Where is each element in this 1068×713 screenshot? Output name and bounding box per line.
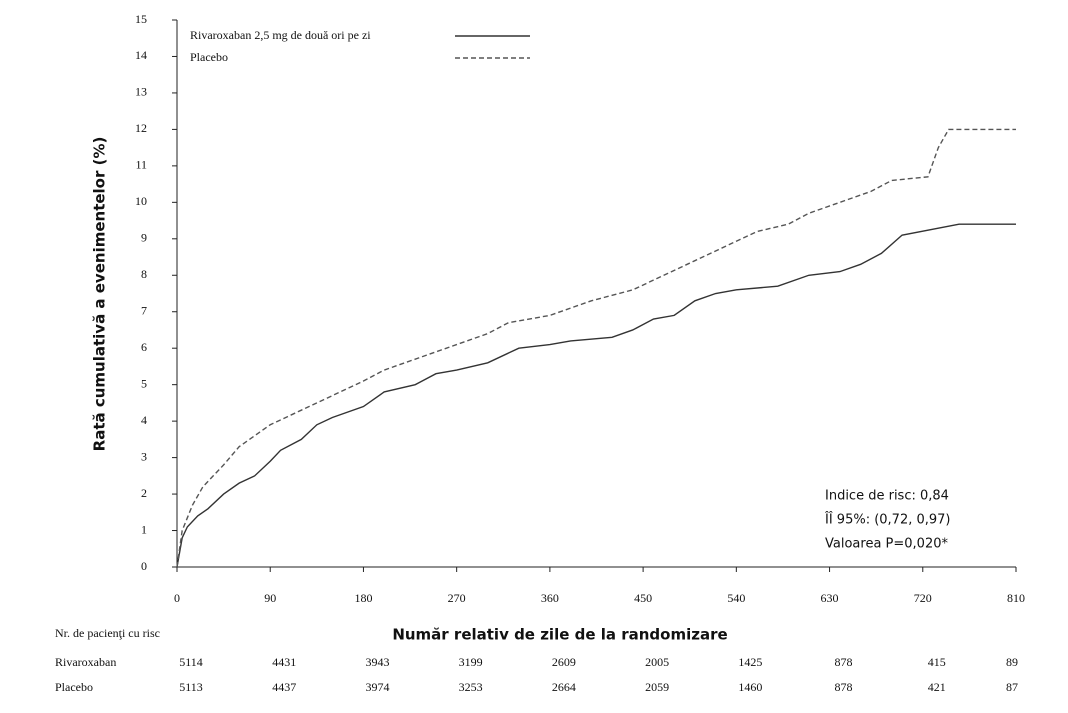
legend-label: Placebo (190, 50, 228, 64)
annotation: ÎÎ 95%: (0,72, 0,97) (824, 512, 951, 528)
risk-count: 5114 (179, 655, 203, 669)
x-tick-label: 630 (821, 591, 839, 605)
y-tick-label: 0 (141, 559, 147, 573)
y-tick-label: 1 (141, 522, 147, 536)
x-tick-label: 450 (634, 591, 652, 605)
y-tick-label: 15 (135, 12, 147, 26)
annotation: Valoarea P=0,020* (825, 537, 948, 552)
risk-count: 4431 (272, 655, 296, 669)
y-tick-label: 13 (135, 85, 147, 99)
risk-count: 1460 (738, 680, 762, 694)
x-tick-label: 90 (264, 591, 276, 605)
x-tick-label: 720 (914, 591, 932, 605)
y-tick-label: 8 (141, 267, 147, 281)
risk-count: 3974 (365, 680, 389, 694)
y-tick-label: 14 (135, 48, 147, 62)
risk-count: 878 (835, 680, 853, 694)
x-tick-label: 270 (448, 591, 466, 605)
risk-count: 2005 (645, 655, 669, 669)
x-tick-label: 0 (174, 591, 180, 605)
y-tick-label: 10 (135, 194, 147, 208)
annotation: Indice de risc: 0,84 (825, 489, 949, 504)
risk-count: 3199 (459, 655, 483, 669)
series-line (176, 128, 1016, 568)
risk-count: 2664 (552, 680, 576, 694)
y-tick-label: 12 (135, 121, 147, 135)
y-tick-label: 5 (141, 376, 147, 390)
y-axis-label: Rată cumulativă a evenimentelor (%) (91, 137, 109, 452)
risk-count: 89 (1006, 655, 1018, 669)
y-tick-label: 6 (141, 340, 147, 354)
y-tick-label: 7 (141, 303, 147, 317)
y-tick-label: 4 (141, 413, 147, 427)
risk-count: 4437 (272, 680, 296, 694)
x-tick-label: 540 (727, 591, 745, 605)
risk-count: 87 (1006, 680, 1018, 694)
series-line (176, 223, 1016, 568)
risk-count: 3943 (365, 655, 389, 669)
risk-count: 2609 (552, 655, 576, 669)
y-tick-label: 11 (135, 158, 147, 172)
x-tick-label: 810 (1007, 591, 1025, 605)
risk-count: 1425 (738, 655, 762, 669)
x-axis-label: Număr relativ de zile de la randomizare (392, 626, 727, 644)
y-tick-label: 3 (141, 449, 147, 463)
risk-table-label: Nr. de pacienţi cu risc (55, 626, 160, 640)
risk-count: 2059 (645, 680, 669, 694)
x-tick-label: 360 (541, 591, 559, 605)
y-tick-label: 2 (141, 486, 147, 500)
risk-count: 415 (928, 655, 946, 669)
y-tick-label: 9 (141, 231, 147, 245)
risk-row-name: Rivaroxaban (55, 655, 116, 669)
risk-count: 5113 (179, 680, 203, 694)
risk-count: 421 (928, 680, 946, 694)
risk-count: 3253 (459, 680, 483, 694)
legend-label: Rivaroxaban 2,5 mg de două ori pe zi (190, 28, 371, 42)
x-tick-label: 180 (354, 591, 372, 605)
risk-row-name: Placebo (55, 680, 93, 694)
risk-count: 878 (835, 655, 853, 669)
